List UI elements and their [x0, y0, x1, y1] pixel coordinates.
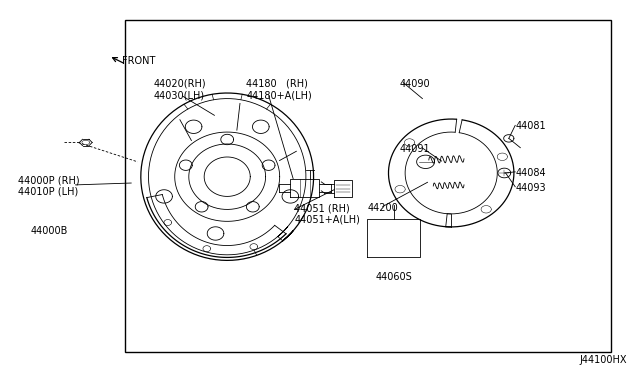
Text: 44020(RH)
44030(LH): 44020(RH) 44030(LH): [154, 78, 206, 100]
Text: 44000B: 44000B: [31, 226, 68, 235]
Text: 44180   (RH)
44180+A(LH): 44180 (RH) 44180+A(LH): [246, 78, 312, 100]
Text: 44084: 44084: [515, 168, 546, 178]
Text: 44000P (RH)
44010P (LH): 44000P (RH) 44010P (LH): [18, 175, 79, 197]
Text: 44081: 44081: [515, 122, 546, 131]
Text: J44100HX: J44100HX: [580, 355, 627, 365]
Text: FRONT: FRONT: [122, 57, 155, 66]
Text: 44091: 44091: [400, 144, 431, 154]
Text: 44200: 44200: [368, 203, 399, 213]
Text: 44090: 44090: [400, 79, 431, 89]
Text: 44093: 44093: [515, 183, 546, 193]
Text: 44060S: 44060S: [375, 272, 412, 282]
Text: 44051 (RH)
44051+A(LH): 44051 (RH) 44051+A(LH): [294, 203, 360, 225]
